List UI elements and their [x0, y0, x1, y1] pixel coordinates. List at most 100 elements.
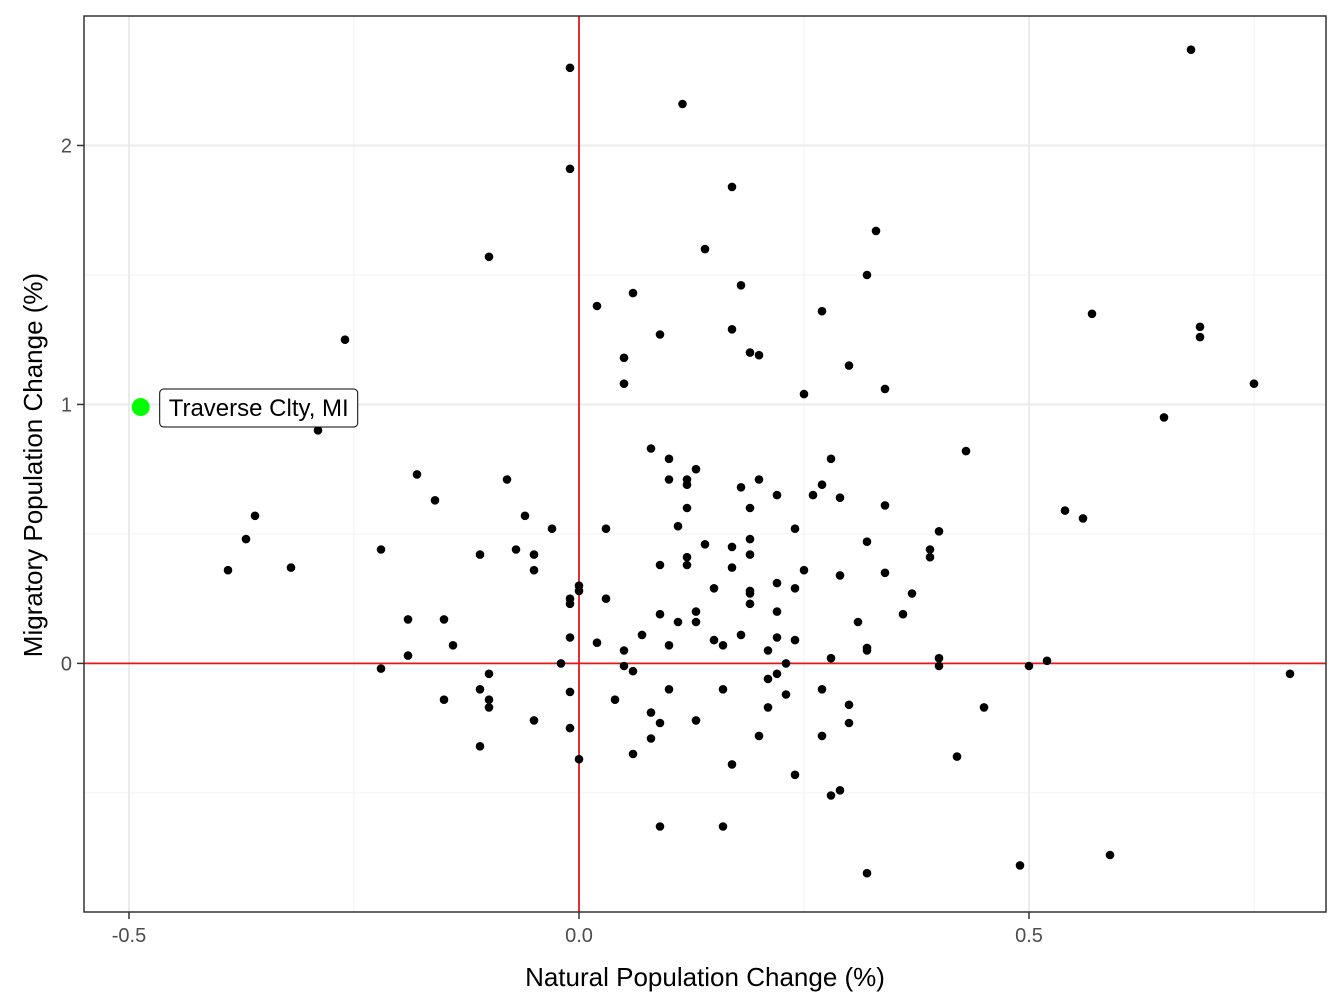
data-point	[844, 361, 854, 370]
data-point	[475, 685, 485, 694]
data-point	[565, 687, 575, 697]
data-point	[853, 617, 863, 627]
data-point	[682, 480, 692, 490]
highlight-label-box	[159, 388, 359, 428]
data-point	[799, 565, 809, 575]
data-point	[682, 503, 692, 513]
data-point	[871, 226, 881, 236]
data-point	[763, 703, 773, 712]
data-point	[673, 521, 683, 531]
data-point	[781, 659, 791, 668]
data-point	[781, 690, 791, 699]
data-point	[655, 609, 665, 619]
data-point	[475, 742, 485, 751]
data-point	[286, 563, 296, 572]
data-point	[529, 565, 539, 575]
data-point	[664, 475, 674, 484]
data-point	[772, 633, 782, 642]
x-tick-label: -0.5	[112, 925, 146, 947]
data-point	[862, 646, 872, 655]
data-point	[934, 661, 944, 671]
data-point	[1195, 332, 1205, 342]
data-point	[601, 594, 611, 603]
x-tick-label: 0.5	[1015, 925, 1043, 947]
data-point	[952, 752, 962, 761]
data-point	[376, 664, 386, 673]
data-point	[673, 617, 683, 627]
data-point	[718, 685, 728, 694]
data-point	[862, 270, 872, 280]
data-point	[961, 446, 971, 456]
data-point	[628, 288, 638, 298]
data-point	[574, 754, 584, 764]
data-point	[655, 330, 665, 339]
data-point	[592, 301, 602, 311]
data-point	[745, 534, 755, 544]
data-point	[223, 565, 233, 575]
data-point	[754, 731, 764, 741]
data-point	[664, 454, 674, 464]
data-point	[817, 731, 827, 741]
data-point	[1186, 45, 1196, 54]
data-point	[880, 568, 890, 578]
data-point	[646, 708, 656, 717]
data-point	[439, 695, 449, 704]
data-point	[772, 578, 782, 588]
data-point	[736, 630, 746, 640]
data-point	[1195, 322, 1205, 332]
data-point	[835, 786, 845, 795]
data-point	[637, 630, 647, 640]
data-point	[790, 524, 800, 533]
data-point	[835, 493, 845, 503]
data-point	[1285, 669, 1295, 679]
data-point	[628, 749, 638, 759]
data-point	[565, 723, 575, 733]
data-point	[628, 666, 638, 676]
data-point	[511, 545, 521, 554]
data-point	[619, 646, 629, 655]
data-point	[439, 615, 449, 624]
data-point	[790, 584, 800, 593]
data-point	[691, 607, 701, 616]
y-tick-label: 1	[61, 394, 72, 416]
data-point	[745, 550, 755, 559]
data-point	[313, 426, 323, 435]
data-point	[678, 99, 687, 109]
data-point	[925, 545, 935, 554]
data-point	[565, 633, 575, 642]
data-point	[484, 703, 494, 712]
data-point	[682, 552, 692, 562]
data-point	[484, 252, 494, 262]
data-point	[727, 182, 737, 192]
data-point	[727, 563, 737, 572]
x-axis-title: Natural Population Change (%)	[525, 962, 885, 992]
data-point	[592, 638, 602, 647]
plot-panel-border	[83, 15, 1327, 913]
data-point	[430, 496, 440, 505]
data-point	[826, 791, 836, 800]
data-point	[610, 695, 620, 704]
data-point	[709, 584, 719, 593]
data-point	[484, 695, 494, 704]
data-point	[619, 661, 629, 671]
highlighted-point-group: Traverse Clty, MI	[131, 388, 359, 428]
data-point	[664, 641, 674, 650]
data-point	[1024, 661, 1034, 671]
data-point	[754, 350, 764, 360]
data-point	[754, 475, 764, 484]
data-point	[547, 524, 557, 533]
data-point	[880, 384, 890, 394]
data-point	[907, 589, 917, 598]
data-point	[646, 734, 656, 743]
data-point	[1159, 413, 1169, 422]
data-point	[691, 464, 701, 474]
data-point	[565, 599, 575, 609]
data-point	[880, 501, 890, 510]
data-point	[745, 599, 755, 609]
data-point	[1042, 656, 1052, 666]
data-point	[484, 669, 494, 679]
data-point	[655, 560, 665, 570]
